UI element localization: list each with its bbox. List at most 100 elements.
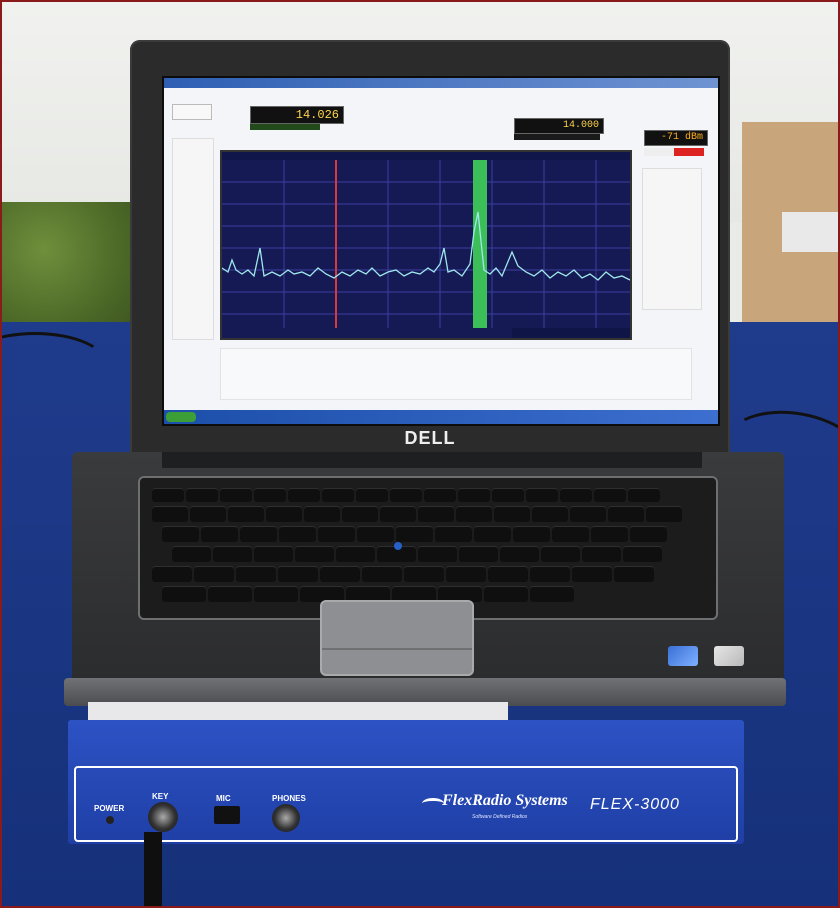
keyboard-key[interactable] [630,526,667,542]
keyboard-key[interactable] [526,488,558,502]
passband-filter [473,160,487,328]
signal-meter: -71 dBm [644,130,708,146]
vfo-b-frequency: 14.000 [562,120,599,131]
keyboard-key[interactable] [623,546,662,562]
start-button[interactable] [166,412,196,422]
keyboard-key[interactable] [300,586,344,602]
keyboard-key[interactable] [346,586,390,602]
touchpad-buttons[interactable] [322,648,472,650]
keyboard-key[interactable] [424,488,456,502]
keyboard-key[interactable] [513,526,550,542]
keyboard-key[interactable] [530,586,574,602]
vfo-a-sub [250,124,320,130]
keyboard-key[interactable] [614,566,654,582]
keyboard-key[interactable] [279,526,316,542]
keyboard-key[interactable] [532,506,568,522]
keyboard-key[interactable] [172,546,211,562]
keyboard-key[interactable] [380,506,416,522]
keyboard-key[interactable] [572,566,612,582]
keyboard-key[interactable] [646,506,682,522]
keyboard-key[interactable] [377,546,416,562]
key-jack-icon[interactable] [148,802,178,832]
keyboard-key[interactable] [591,526,628,542]
phones-jack-icon[interactable] [272,804,300,832]
cardboard-box [742,122,838,352]
keyboard-key[interactable] [458,488,490,502]
keyboard-key[interactable] [404,566,444,582]
keyboard-key[interactable] [500,546,539,562]
keyboard-key[interactable] [322,488,354,502]
keyboard-key[interactable] [608,506,644,522]
keyboard-key[interactable] [342,506,378,522]
windows-taskbar [164,410,718,424]
mic-jack-icon[interactable] [214,806,240,824]
keyboard-key[interactable] [418,506,454,522]
keyboard-key[interactable] [494,506,530,522]
keyboard-key[interactable] [570,506,606,522]
keyboard-key[interactable] [152,506,188,522]
keyboard-key[interactable] [220,488,252,502]
keyboard-key[interactable] [459,546,498,562]
keyboard-key[interactable] [552,526,589,542]
keyboard-key[interactable] [488,566,528,582]
keyboard-key[interactable] [266,506,302,522]
keyboard-key[interactable] [240,526,277,542]
keyboard-key[interactable] [213,546,252,562]
app-titlebar [164,78,718,88]
keyboard-key[interactable] [357,526,394,542]
keyboard-key[interactable] [541,546,580,562]
meter-bar [644,148,704,156]
spectrum-trace [221,211,631,281]
keyboard-key[interactable] [362,566,402,582]
keyboard-key[interactable] [336,546,375,562]
keyboard-key[interactable] [594,488,626,502]
touchpad[interactable] [320,600,474,676]
keyboard-key[interactable] [304,506,340,522]
keyboard-key[interactable] [392,586,436,602]
keyboard-key[interactable] [438,586,482,602]
keyboard-key[interactable] [201,526,238,542]
keyboard-key[interactable] [295,546,334,562]
keyboard-key[interactable] [236,566,276,582]
keyboard-key[interactable] [288,488,320,502]
keyboard-key[interactable] [190,506,226,522]
keyboard-key[interactable] [208,586,252,602]
keyboard-key[interactable] [278,566,318,582]
keyboard-key[interactable] [560,488,592,502]
keyboard-key[interactable] [396,526,433,542]
keyboard-key[interactable] [254,546,293,562]
keyboard-key[interactable] [628,488,660,502]
keyboard-key[interactable] [162,526,199,542]
keyboard-key[interactable] [162,586,206,602]
keyboard-key[interactable] [435,526,472,542]
keyboard-key[interactable] [530,566,570,582]
panadapter-display[interactable] [220,150,632,340]
keyboard-key[interactable] [254,586,298,602]
power-led-icon[interactable] [106,816,114,824]
keyboard-key[interactable] [356,488,388,502]
keyboard-key[interactable] [152,566,192,582]
radio-model: FLEX-3000 [590,796,680,813]
radio-front-panel [74,766,738,842]
keyboard-key[interactable] [152,488,184,502]
keyboard-key[interactable] [186,488,218,502]
keyboard-key[interactable] [320,566,360,582]
keyboard-key[interactable] [254,488,286,502]
trackpoint[interactable] [394,542,402,550]
keyboard-key[interactable] [318,526,355,542]
keyboard-key[interactable] [484,586,528,602]
keyboard-key[interactable] [390,488,422,502]
keyboard-key[interactable] [582,546,621,562]
vfo-a-display[interactable]: 14.026 [250,106,344,124]
laptop-front-edge [64,678,786,706]
keyboard-key[interactable] [446,566,486,582]
keyboard-key[interactable] [194,566,234,582]
windows-sticker-icon [714,646,744,666]
keyboard-key[interactable] [228,506,264,522]
keyboard-key[interactable] [456,506,492,522]
keyboard-key[interactable] [492,488,524,502]
keyboard-key[interactable] [474,526,511,542]
vfo-b-display[interactable]: 14.000 [514,118,604,134]
laptop-screen[interactable]: 14.026 14.000 -71 dBm [162,76,720,426]
keyboard-key[interactable] [418,546,457,562]
